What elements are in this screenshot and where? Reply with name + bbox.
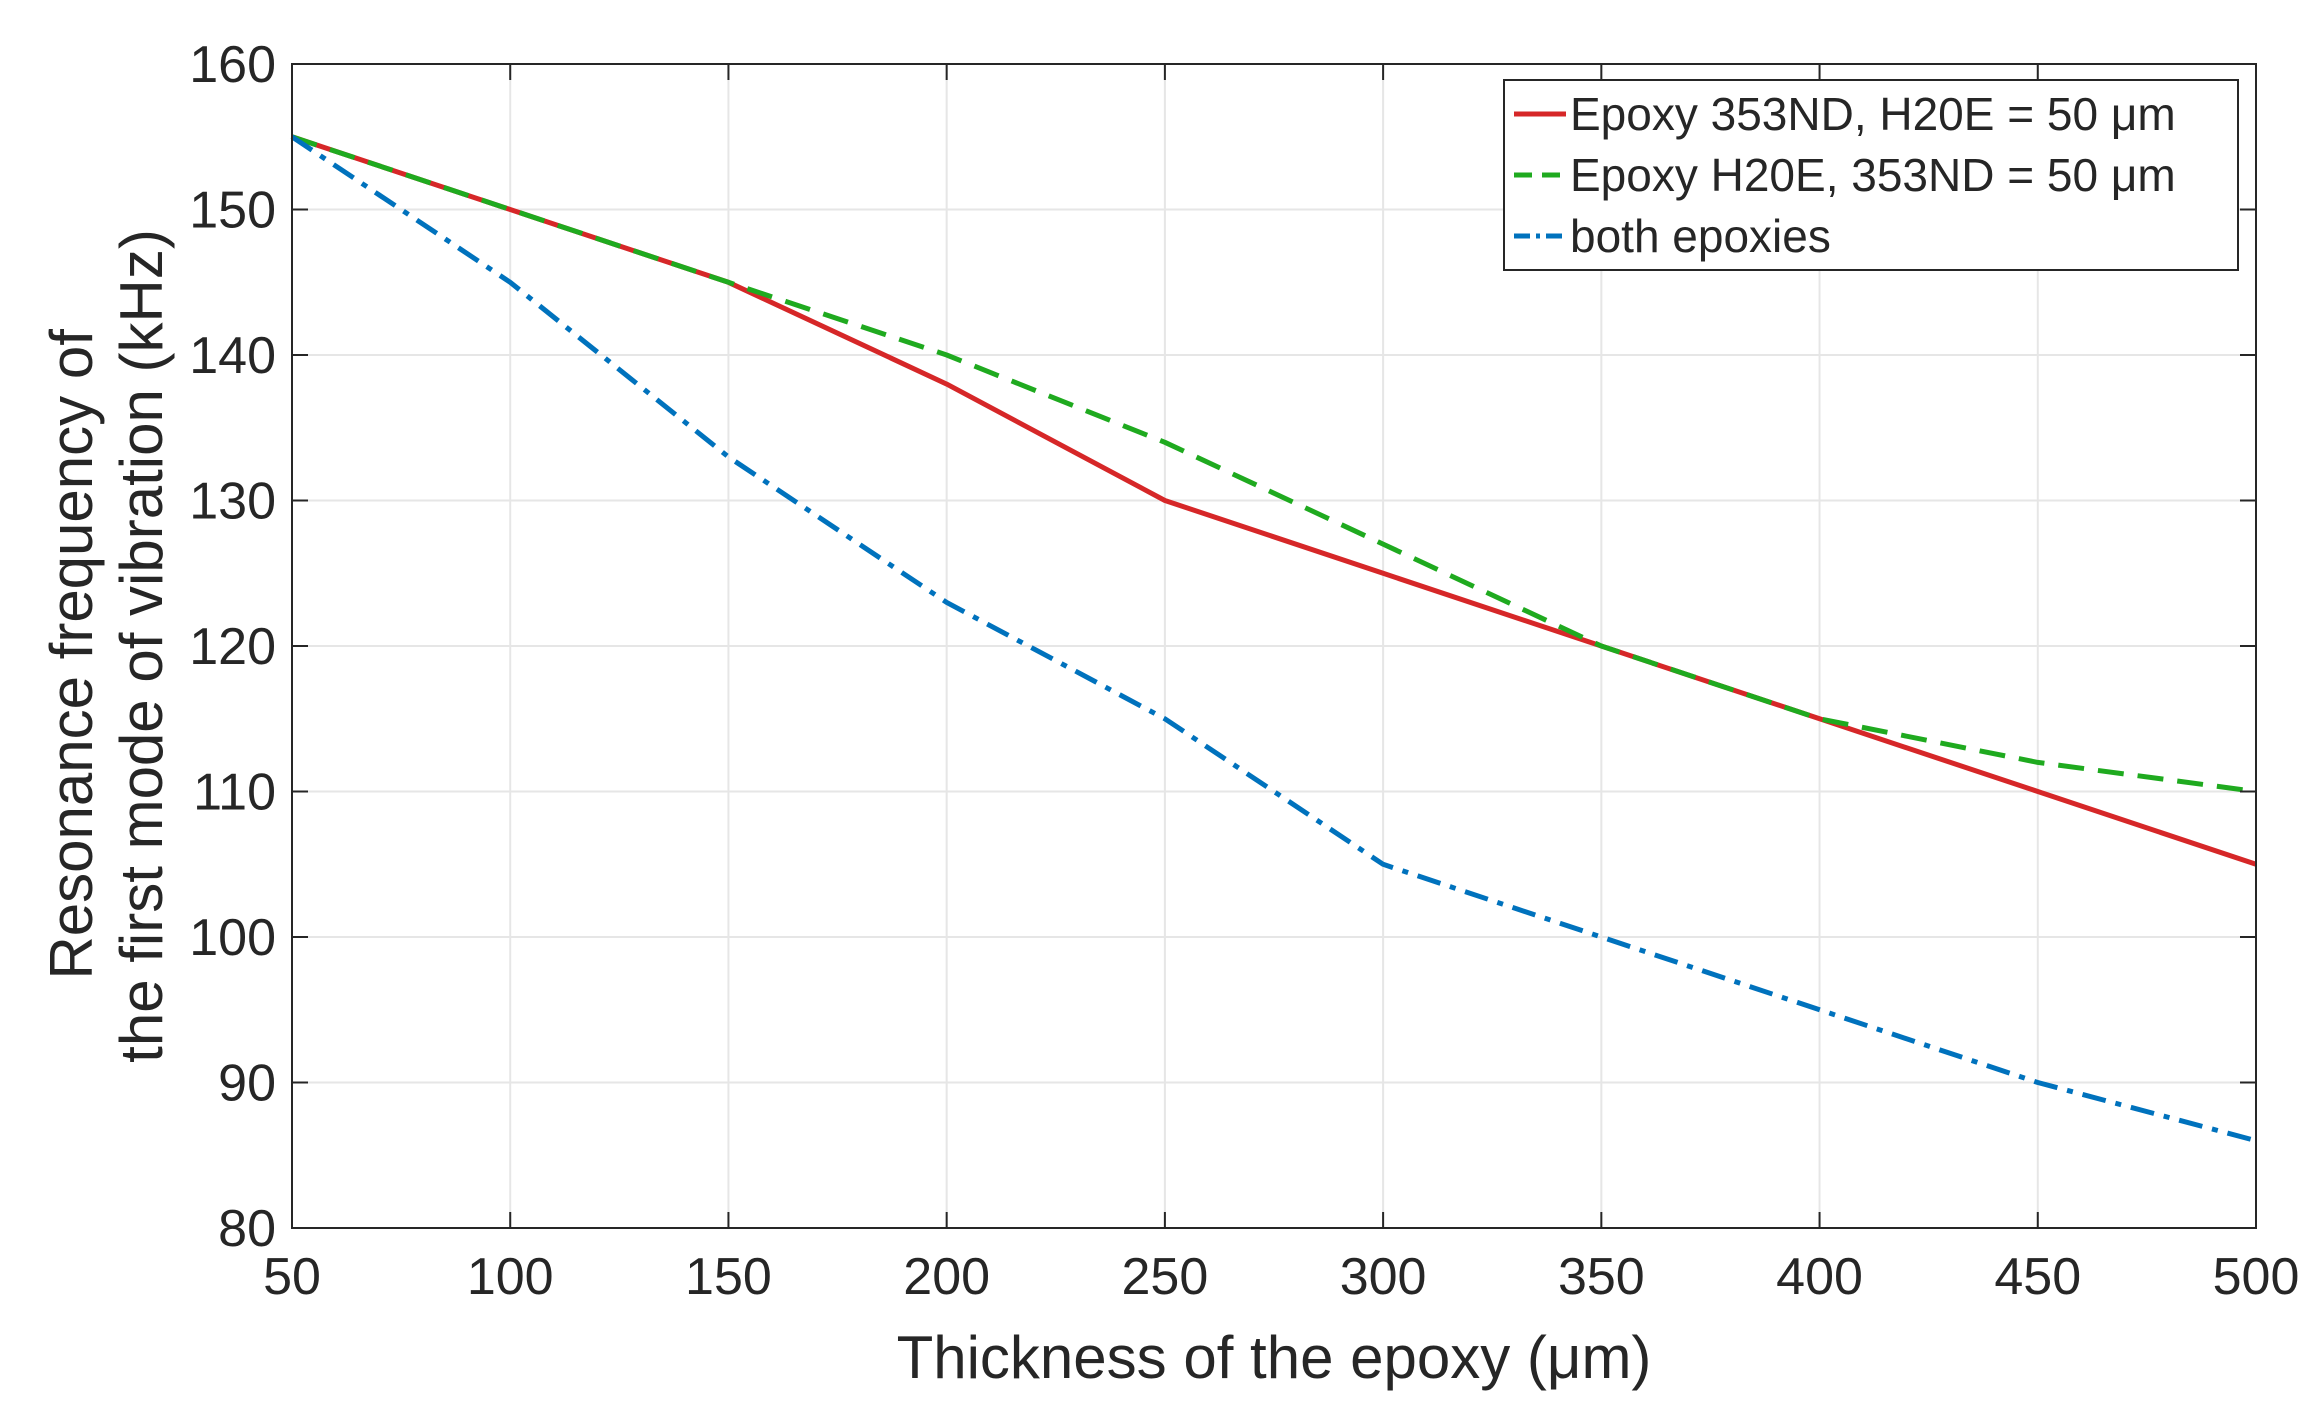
y-tick-label: 150 [189,182,276,240]
x-tick-label: 50 [263,1248,321,1306]
x-tick-label: 350 [1558,1248,1645,1306]
legend-label-1: Epoxy 353ND, H20E = 50 μm [1570,88,2176,140]
legend: Epoxy 353ND, H20E = 50 μm Epoxy H20E, 353… [1503,79,2239,271]
x-tick-label: 300 [1340,1248,1427,1306]
series-line-3 [290,134,2257,1144]
y-axis-label-line-2: the first mode of vibration (kHz) [108,229,175,1063]
x-tick-label: 450 [1994,1248,2081,1306]
y-axis-label: Resonance frequency of the first mode of… [38,229,175,1063]
y-tick-label: 110 [193,764,276,822]
y-axis-label-line-1: Resonance frequency of [38,329,105,980]
x-tick-label: 150 [685,1248,772,1306]
y-tick-label: 100 [189,909,276,967]
legend-label-3: both epoxies [1570,210,1831,262]
axis-ticks: 50 100 150 200 250 300 350 400 450 500 80 90 100 110 1… [189,36,2299,1306]
x-tick-label: 400 [1776,1248,1863,1306]
series-line-2 [291,134,2257,794]
y-tick-label: 120 [189,618,276,676]
legend-label-2: Epoxy H20E, 353ND = 50 μm [1570,149,2176,201]
x-tick-label: 250 [1122,1248,1209,1306]
x-tick-label: 100 [467,1248,554,1306]
legend-box [1503,79,2239,271]
y-tick-label: 130 [189,473,276,531]
y-tick-label: 80 [218,1200,276,1258]
x-axis-label: Thickness of the epoxy (μm) [897,1324,1652,1391]
x-tick-label: 200 [903,1248,990,1306]
x-tick-label: 500 [2213,1248,2300,1306]
y-tick-label: 140 [189,327,276,385]
y-tick-label: 160 [189,36,276,94]
y-tick-label: 90 [218,1055,276,1113]
